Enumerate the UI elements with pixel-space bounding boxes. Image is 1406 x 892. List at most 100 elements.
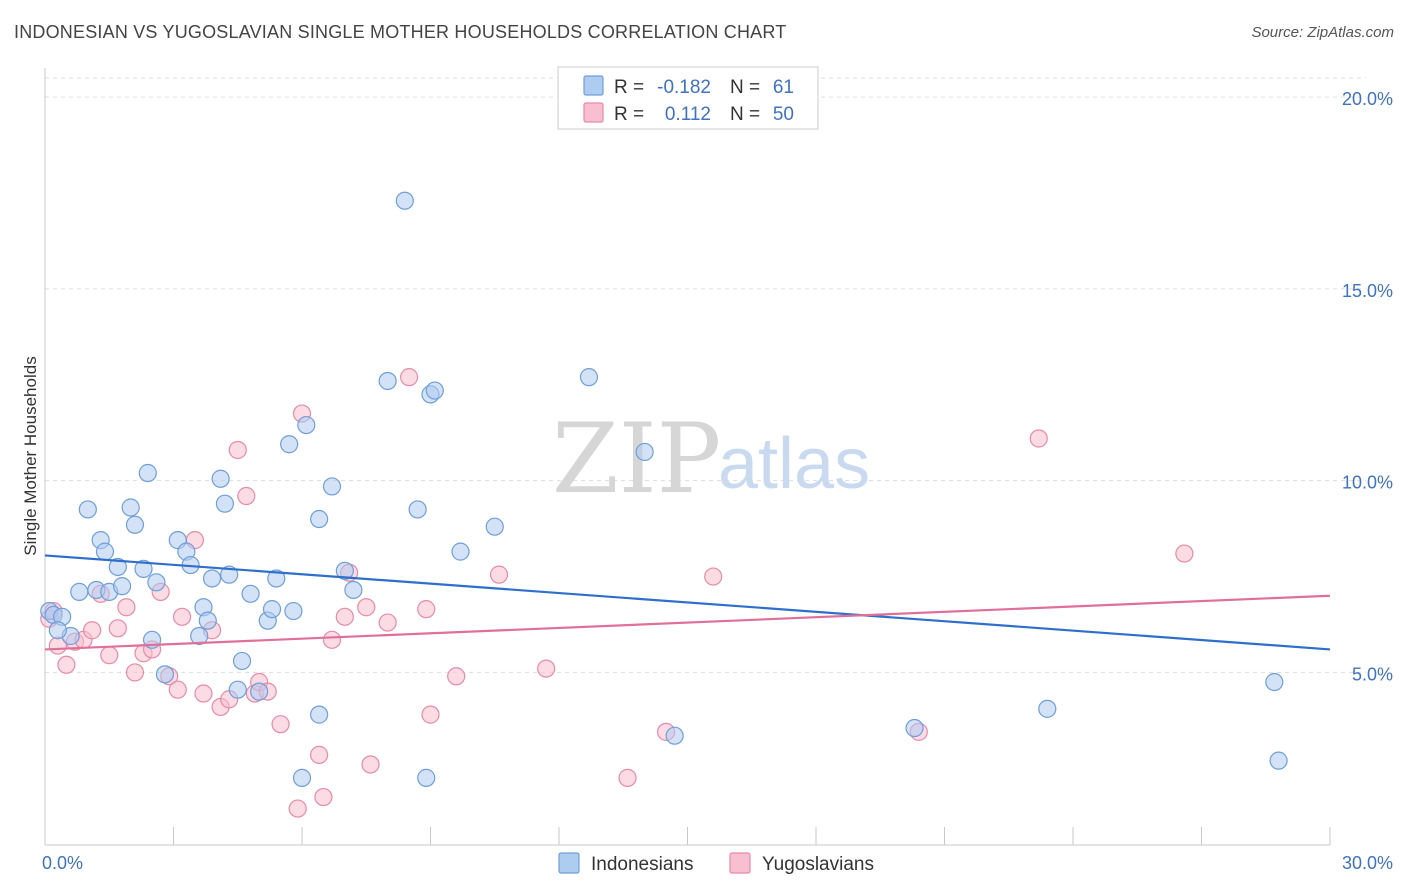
indonesians-point-24	[198, 611, 217, 630]
indonesians-point-15	[138, 463, 157, 483]
indonesians-point-35	[267, 569, 286, 588]
indonesians-point-56	[905, 718, 924, 738]
yugoslavians-point-36	[357, 598, 376, 617]
indonesians-point-42	[322, 477, 342, 496]
yugoslavians-point-3	[57, 655, 76, 674]
yugoslavians-point-33	[322, 630, 342, 649]
indonesians-point-57	[1038, 699, 1057, 718]
grid-lines	[45, 77, 1366, 673]
yugoslavians-point-37	[361, 755, 380, 774]
y-tick-label-0: 5.0%	[1352, 664, 1393, 684]
yugoslavians-point-31	[310, 745, 329, 764]
x-tick-labels: 0.0% 30.0%	[42, 853, 1393, 873]
indonesians-point-55	[665, 726, 684, 745]
legend-n-label-1: N =	[730, 77, 760, 98]
yugoslavians-point-49	[1029, 429, 1048, 448]
legend-r-value-2: 0.112	[665, 104, 711, 125]
indonesians-point-31	[241, 584, 260, 603]
yugoslavians-point-10	[117, 598, 136, 617]
indonesians-point-45	[378, 371, 397, 391]
y-tick-label-1: 10.0%	[1342, 473, 1393, 493]
yugoslavians-point-47	[704, 567, 723, 586]
indonesians-point-59	[1269, 751, 1288, 770]
legend-r-label-2: R =	[614, 104, 644, 125]
indonesians-point-34	[262, 600, 282, 619]
chart-title: INDONESIAN VS YUGOSLAVIAN SINGLE MOTHER …	[14, 22, 787, 42]
yugoslavians-point-24	[237, 486, 256, 506]
indonesians-point-30	[232, 651, 252, 671]
trend-lines	[44, 554, 1331, 651]
indonesians-point-28	[220, 565, 239, 584]
yugoslavians-point-38	[378, 613, 397, 632]
indonesians-point-52	[485, 517, 504, 536]
legend-label-yugoslavians: Yugoslavians	[762, 854, 874, 875]
yugoslavians-trend-line	[44, 594, 1331, 651]
x-tick-label-0: 0.0%	[42, 853, 83, 873]
y-tick-label-2: 15.0%	[1342, 281, 1393, 301]
indonesians-point-37	[284, 601, 303, 621]
indonesians-points	[40, 191, 1288, 787]
watermark-atlas: atlas	[718, 424, 870, 504]
y-tick-label-3: 20.0%	[1342, 89, 1393, 109]
yugoslavians-point-50	[1175, 544, 1194, 563]
indonesians-point-40	[310, 509, 329, 529]
legend-label-indonesians: Indonesians	[591, 854, 693, 875]
indonesians-point-53	[579, 368, 599, 387]
yugoslavians-point-34	[335, 607, 354, 626]
indonesians-point-17	[147, 573, 166, 592]
legend-swatch-indonesians-bottom	[558, 852, 580, 874]
legend-swatch-indonesians	[583, 75, 604, 96]
indonesians-point-54	[635, 442, 654, 462]
indonesians-point-39	[297, 415, 316, 435]
yugoslavians-point-9	[108, 619, 127, 638]
legend-n-value-1: 61	[773, 77, 794, 98]
yugoslavians-point-32	[314, 787, 333, 807]
indonesians-point-4	[70, 582, 89, 601]
indonesians-point-26	[211, 469, 230, 488]
indonesians-point-12	[121, 498, 140, 517]
legend-r-value-1: -0.182	[657, 77, 711, 98]
series-legend: Indonesians Yugoslavians	[558, 852, 874, 875]
yugoslavians-point-41	[421, 705, 440, 724]
indonesians-point-46	[395, 191, 414, 210]
yugoslavians-point-19	[194, 684, 213, 703]
y-axis-label: Single Mother Households	[21, 356, 40, 555]
legend-r-label-1: R =	[614, 77, 644, 98]
yugoslavians-point-6	[83, 621, 102, 640]
watermark-zip: ZIP	[552, 403, 721, 515]
watermark: ZIP atlas	[552, 403, 870, 515]
indonesians-point-48	[417, 768, 436, 787]
x-tick-label-1: 30.0%	[1342, 853, 1393, 873]
correlation-legend: R = -0.182 N = 61 R = 0.112 N = 50	[557, 66, 819, 130]
indonesians-point-25	[202, 569, 222, 588]
indonesians-point-58	[1265, 672, 1284, 692]
indonesians-point-32	[250, 682, 269, 701]
indonesians-point-18	[155, 665, 175, 684]
indonesians-point-5	[78, 500, 97, 519]
indonesians-point-41	[310, 705, 329, 724]
indonesians-point-38	[292, 768, 312, 787]
indonesians-point-13	[125, 515, 145, 534]
y-tick-labels: 5.0% 10.0% 15.0% 20.0%	[1342, 89, 1393, 684]
indonesians-point-27	[215, 494, 234, 513]
indonesians-point-60	[48, 621, 67, 640]
yugoslavians-point-43	[489, 565, 509, 584]
source-label: Source: ZipAtlas.com	[1251, 24, 1394, 41]
indonesians-point-29	[228, 680, 247, 699]
indonesians-point-36	[280, 435, 299, 454]
yugoslavians-point-42	[447, 667, 466, 686]
yugoslavians-point-28	[271, 715, 290, 734]
indonesians-point-8	[95, 542, 115, 561]
yugoslavians-point-23	[228, 440, 247, 460]
yugoslavians-point-16	[168, 680, 187, 699]
indonesians-point-11	[112, 577, 132, 596]
indonesians-point-43	[335, 561, 354, 580]
yugoslavians-point-44	[537, 659, 556, 678]
indonesians-point-10	[108, 557, 127, 577]
legend-swatch-yugoslavians-bottom	[729, 852, 751, 874]
yugoslavians-point-40	[417, 600, 436, 619]
indonesians-point-51	[451, 542, 470, 561]
indonesians-trend-line	[44, 554, 1331, 651]
indonesians-point-14	[134, 559, 153, 578]
